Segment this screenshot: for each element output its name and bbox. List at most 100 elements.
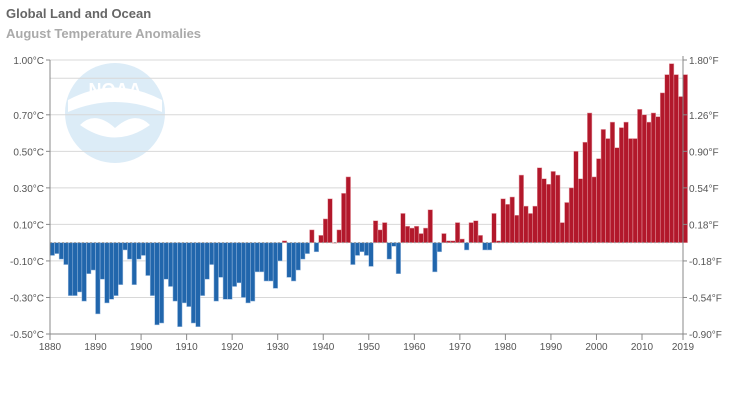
right-tick-label: -0.54°F [689, 293, 722, 304]
bar-1884 [67, 242, 74, 296]
bar-1915 [209, 242, 215, 265]
bar-1889 [90, 242, 96, 271]
bar-1928 [268, 242, 274, 282]
bar-1996 [578, 178, 584, 243]
bar-1934 [295, 242, 301, 271]
bar-1891 [99, 242, 105, 280]
bar-1976 [486, 242, 492, 251]
x-tick-label: 1890 [84, 342, 107, 353]
bar-1987 [537, 167, 543, 243]
bar-1918 [222, 242, 228, 300]
bar-1917 [218, 242, 224, 278]
bar-1921 [236, 242, 242, 284]
bar-1981 [509, 196, 515, 243]
bar-1900 [140, 242, 146, 256]
bar-2017 [673, 74, 679, 243]
bar-1974 [477, 235, 483, 243]
bar-1909 [181, 242, 187, 304]
bar-1935 [300, 242, 306, 260]
bar-1950 [368, 242, 374, 267]
bar-1903 [154, 242, 160, 326]
bar-1927 [263, 242, 269, 282]
bar-1952 [377, 229, 383, 243]
bar-1907 [172, 242, 178, 302]
right-tick-label: -0.90°F [689, 330, 722, 341]
bar-1994 [568, 187, 574, 243]
bar-1929 [272, 242, 278, 289]
bar-2003 [609, 121, 615, 243]
bar-1924 [250, 242, 256, 302]
right-tick-label: -0.18°F [689, 257, 722, 268]
bar-2009 [637, 109, 643, 243]
bar-1883 [63, 242, 69, 265]
bar-2013 [655, 116, 661, 243]
bar-2014 [659, 92, 666, 243]
bar-1963 [427, 209, 433, 243]
bar-1985 [527, 213, 533, 243]
bar-1964 [432, 242, 438, 273]
left-tick-label: 0.10°C [13, 220, 44, 231]
right-tick-label: 1.26°F [689, 111, 719, 122]
bar-1888 [86, 242, 92, 274]
bar-1962 [423, 227, 429, 243]
right-tick-label: 0.54°F [689, 184, 719, 195]
chart-title: Global Land and Ocean [6, 6, 152, 21]
bar-1880 [49, 242, 55, 256]
bar-2000 [596, 158, 602, 243]
bar-1914 [204, 242, 210, 280]
bar-2015 [664, 74, 670, 243]
bar-1977 [491, 213, 497, 243]
left-tick-label: -0.10°C [10, 257, 44, 268]
bar-1904 [159, 242, 165, 324]
left-tick-label: 1.00°C [13, 56, 44, 67]
bar-2008 [632, 138, 638, 243]
bar-1898 [131, 242, 137, 285]
bar-1923 [245, 242, 251, 304]
bar-1951 [373, 220, 379, 243]
left-tick-label: 0.70°C [13, 111, 44, 122]
bar-1955 [391, 242, 397, 247]
x-tick-label: 1920 [221, 342, 244, 353]
bar-2012 [650, 112, 656, 243]
bar-1979 [500, 198, 506, 243]
bar-1902 [149, 242, 155, 296]
bar-1975 [482, 242, 488, 251]
bar-1944 [341, 193, 347, 243]
bar-1887 [81, 242, 87, 302]
bar-2006 [623, 121, 629, 243]
bar-2011 [646, 121, 652, 243]
x-tick-label: 1990 [540, 342, 563, 353]
bar-1980 [505, 204, 511, 243]
bar-2010 [641, 114, 647, 243]
bar-1998 [587, 112, 593, 243]
x-tick-label: 1930 [267, 342, 290, 353]
bar-1906 [168, 242, 174, 287]
bar-2002 [605, 138, 611, 243]
bar-1893 [108, 242, 115, 300]
bar-1971 [464, 242, 470, 251]
bar-1897 [127, 242, 133, 260]
bar-1959 [409, 227, 415, 243]
left-tick-label: -0.30°C [10, 293, 44, 304]
bar-1882 [58, 242, 64, 260]
bar-1989 [546, 183, 552, 243]
bar-1986 [532, 205, 538, 243]
bar-1997 [582, 141, 588, 243]
bar-1947 [354, 242, 360, 256]
bar-1972 [468, 222, 474, 243]
bar-1895 [118, 242, 124, 285]
bar-1901 [145, 242, 151, 276]
bar-2016 [669, 63, 675, 243]
bar-1919 [227, 242, 233, 300]
bar-1885 [72, 242, 78, 296]
bar-1990 [550, 171, 556, 243]
bar-1912 [195, 242, 201, 327]
bar-2001 [600, 129, 606, 243]
bar-2007 [628, 138, 634, 243]
bar-1931 [282, 240, 288, 243]
bar-1966 [441, 233, 447, 243]
bar-1988 [541, 178, 547, 243]
bar-1960 [414, 225, 420, 243]
